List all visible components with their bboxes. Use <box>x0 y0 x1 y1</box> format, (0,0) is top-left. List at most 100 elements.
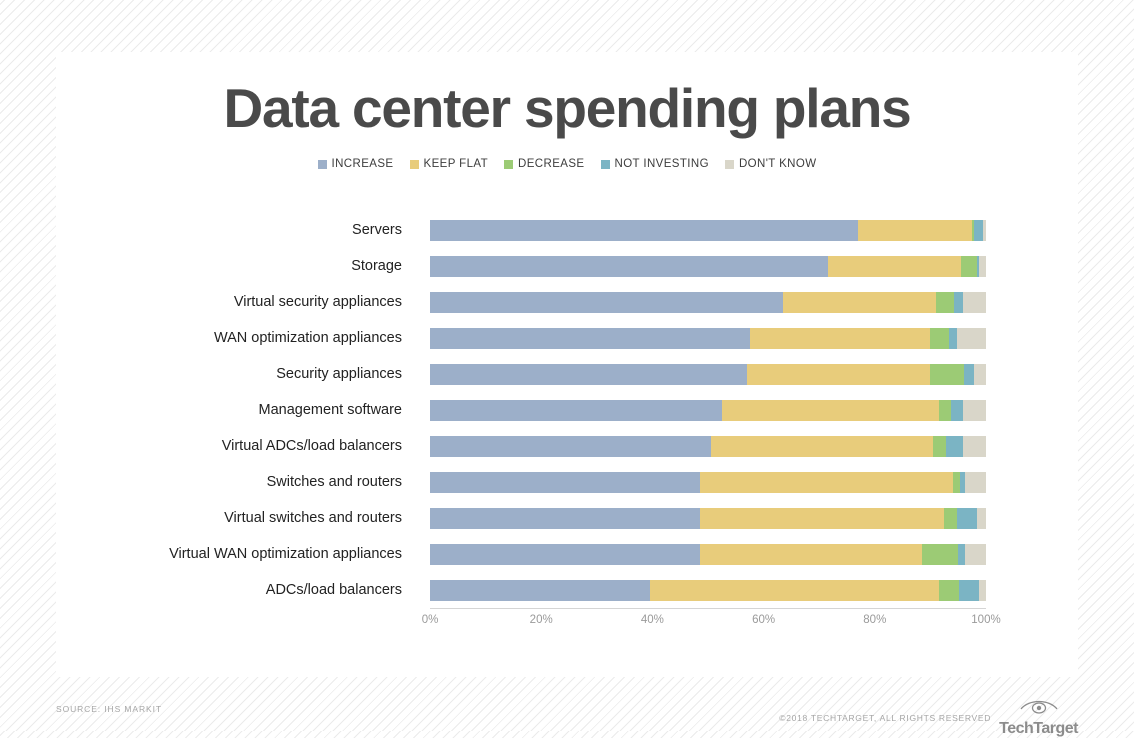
legend-label: INCREASE <box>331 158 394 170</box>
bar-track <box>430 284 986 320</box>
bar-segment[interactable] <box>858 220 973 241</box>
stacked-bar[interactable] <box>430 256 986 277</box>
chart-row: ADCs/load balancers <box>56 572 1078 608</box>
bar-segment[interactable] <box>430 364 747 385</box>
bar-segment[interactable] <box>430 508 700 529</box>
category-label: Servers <box>352 222 402 238</box>
bar-segment[interactable] <box>974 364 986 385</box>
stacked-bar[interactable] <box>430 292 986 313</box>
bar-segment[interactable] <box>933 436 946 457</box>
x-axis-tick-label: 0% <box>421 614 439 626</box>
bar-segment[interactable] <box>964 364 975 385</box>
bar-segment[interactable] <box>963 436 986 457</box>
bar-segment[interactable] <box>957 508 978 529</box>
x-axis-tick-label: 100% <box>971 614 1001 626</box>
bar-segment[interactable] <box>960 472 966 493</box>
chart-row: Security appliances <box>56 356 1078 392</box>
bar-segment[interactable] <box>965 544 986 565</box>
bar-segment[interactable] <box>430 220 859 241</box>
stacked-bar[interactable] <box>430 364 986 385</box>
legend-item[interactable]: DON'T KNOW <box>724 158 817 170</box>
legend-label: KEEP FLAT <box>423 158 489 170</box>
chart-row: Virtual ADCs/load balancers <box>56 428 1078 464</box>
stacked-bar[interactable] <box>430 508 986 529</box>
stacked-bar[interactable] <box>430 544 986 565</box>
category-label: Storage <box>351 258 402 274</box>
bar-segment[interactable] <box>430 580 650 601</box>
bar-segment[interactable] <box>958 544 966 565</box>
bar-segment[interactable] <box>977 256 979 277</box>
category-label: WAN optimization appliances <box>213 330 402 346</box>
bar-track <box>430 212 986 248</box>
bar-segment[interactable] <box>983 220 986 241</box>
bar-segment[interactable] <box>974 220 984 241</box>
category-label: ADCs/load balancers <box>265 582 402 598</box>
stacked-bar[interactable] <box>430 436 986 457</box>
bar-segment[interactable] <box>721 400 939 421</box>
bar-segment[interactable] <box>699 508 945 529</box>
bar-segment[interactable] <box>430 544 700 565</box>
legend-swatch-icon <box>504 159 514 169</box>
bar-segment[interactable] <box>930 328 950 349</box>
category-label: Virtual ADCs/load balancers <box>221 438 402 454</box>
bar-segment[interactable] <box>952 472 961 493</box>
chart-row: Virtual switches and routers <box>56 500 1078 536</box>
chart-row: Management software <box>56 392 1078 428</box>
bar-segment[interactable] <box>430 292 784 313</box>
source-note: SOURCE: IHS MARKIT <box>56 704 162 714</box>
bar-segment[interactable] <box>935 292 955 313</box>
chart-card: Data center spending plans INCREASE KEEP … <box>56 52 1078 677</box>
legend-item[interactable]: INCREASE <box>317 158 394 170</box>
bar-segment[interactable] <box>977 508 986 529</box>
bar-segment[interactable] <box>699 544 923 565</box>
bar-segment[interactable] <box>963 400 986 421</box>
bar-segment[interactable] <box>746 364 931 385</box>
bar-segment[interactable] <box>944 508 958 529</box>
stacked-bar[interactable] <box>430 472 986 493</box>
stacked-bar[interactable] <box>430 328 986 349</box>
legend-item[interactable]: KEEP FLAT <box>409 158 489 170</box>
stacked-bar[interactable] <box>430 400 986 421</box>
bar-segment[interactable] <box>430 328 750 349</box>
bar-segment[interactable] <box>958 580 979 601</box>
bar-segment[interactable] <box>783 292 936 313</box>
bar-segment[interactable] <box>827 256 961 277</box>
bar-segment[interactable] <box>430 256 828 277</box>
stacked-bar[interactable] <box>430 220 986 241</box>
techtarget-logo: TechTarget <box>999 698 1078 738</box>
bar-segment[interactable] <box>699 472 953 493</box>
legend-item[interactable]: DECREASE <box>504 158 584 170</box>
bar-segment[interactable] <box>978 256 986 277</box>
bar-segment[interactable] <box>965 472 986 493</box>
bar-segment[interactable] <box>938 400 951 421</box>
bar-track <box>430 248 986 284</box>
bar-segment[interactable] <box>978 580 986 601</box>
legend-swatch-icon <box>724 159 734 169</box>
stacked-bar[interactable] <box>430 580 986 601</box>
bar-track <box>430 464 986 500</box>
chart-row: Switches and routers <box>56 464 1078 500</box>
bar-segment[interactable] <box>922 544 959 565</box>
bar-segment[interactable] <box>930 364 965 385</box>
bar-segment[interactable] <box>710 436 934 457</box>
bar-segment[interactable] <box>957 328 986 349</box>
bar-segment[interactable] <box>972 220 975 241</box>
bar-segment[interactable] <box>963 292 986 313</box>
bar-segment[interactable] <box>749 328 931 349</box>
eye-icon <box>1019 698 1059 719</box>
bar-segment[interactable] <box>649 580 939 601</box>
chart-row: Storage <box>56 248 1078 284</box>
bar-track <box>430 536 986 572</box>
bar-segment[interactable] <box>949 328 958 349</box>
legend-item[interactable]: NOT INVESTING <box>600 158 709 170</box>
bar-track <box>430 572 986 608</box>
bar-segment[interactable] <box>950 400 964 421</box>
bar-segment[interactable] <box>945 436 964 457</box>
bar-segment[interactable] <box>954 292 964 313</box>
bar-segment[interactable] <box>938 580 959 601</box>
bar-segment[interactable] <box>430 436 711 457</box>
category-label: Virtual WAN optimization appliances <box>169 546 402 562</box>
bar-segment[interactable] <box>960 256 978 277</box>
bar-segment[interactable] <box>430 400 722 421</box>
bar-segment[interactable] <box>430 472 700 493</box>
